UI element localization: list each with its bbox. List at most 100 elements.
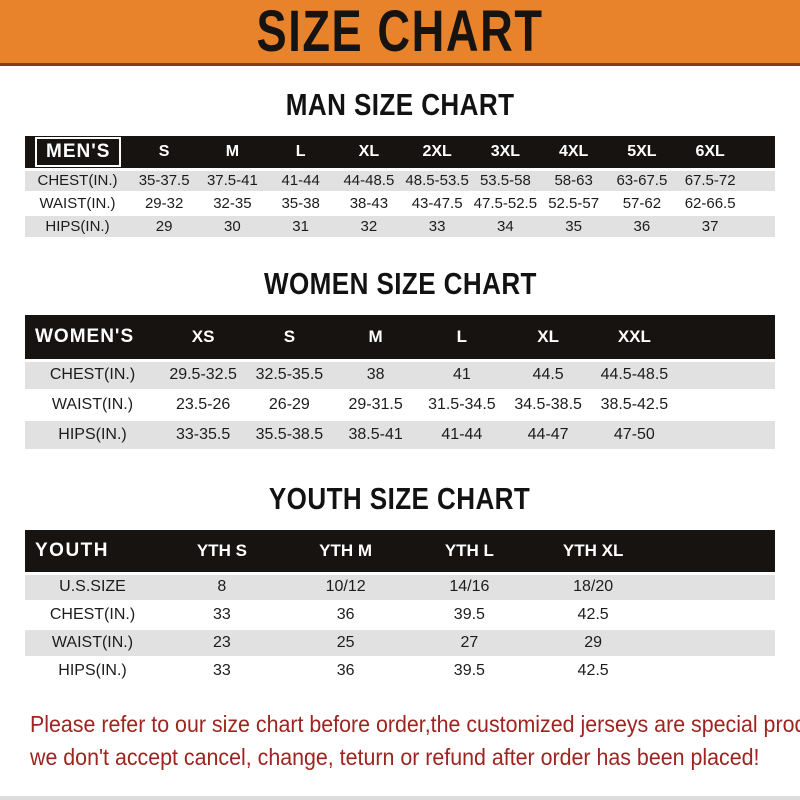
section-heading-women: WOMEN SIZE CHART xyxy=(0,266,800,302)
youth-size-table: YOUTH YTH S YTH M YTH L YTH XL U.S.SIZE … xyxy=(25,530,775,686)
mens-header-row: MEN'S S M L XL 2XL 3XL 4XL 5XL 6XL xyxy=(25,136,775,169)
row-label: HIPS(IN.) xyxy=(25,215,130,239)
page-title: SIZE CHART xyxy=(256,0,544,64)
size-cell: 58-63 xyxy=(539,167,608,193)
youth-table-label-text: YOUTH xyxy=(35,539,109,561)
size-cell: 52.5-57 xyxy=(539,192,608,216)
size-cell: 41-44 xyxy=(418,420,505,451)
size-cell: 34.5-38.5 xyxy=(505,390,592,421)
size-cell: 14/16 xyxy=(407,571,532,602)
size-cell: 57-62 xyxy=(607,192,676,216)
column-header: 5XL xyxy=(607,136,676,169)
order-note: Please refer to our size chart before or… xyxy=(30,708,800,773)
column-header: YTH M xyxy=(283,530,408,573)
size-cell: 29-31.5 xyxy=(332,390,419,421)
row-label: CHEST(IN.) xyxy=(25,601,160,630)
bottom-edge-strip xyxy=(0,796,800,800)
row-label: CHEST(IN.) xyxy=(25,358,160,391)
youth-header-row: YOUTH YTH S YTH M YTH L YTH XL xyxy=(25,530,775,573)
size-cell: 35.5-38.5 xyxy=(246,420,333,451)
column-header: YTH XL xyxy=(531,530,655,573)
size-cell: 38.5-42.5 xyxy=(591,390,678,421)
cell-filler xyxy=(744,215,775,239)
mens-table-label-text: MEN'S xyxy=(35,136,122,167)
size-cell: 31.5-34.5 xyxy=(418,390,505,421)
table-row: U.S.SIZE 8 10/12 14/16 18/20 xyxy=(25,571,775,602)
size-cell: 29.5-32.5 xyxy=(160,358,247,391)
size-cell: 18/20 xyxy=(531,571,655,602)
size-cell: 44.5-48.5 xyxy=(591,358,678,391)
size-cell: 35 xyxy=(539,215,608,239)
size-cell: 67.5-72 xyxy=(676,167,745,193)
size-cell: 32.5-35.5 xyxy=(246,358,333,391)
size-cell: 27 xyxy=(407,629,532,658)
size-cell: 42.5 xyxy=(531,601,655,630)
header-filler xyxy=(655,530,775,573)
size-cell: 41 xyxy=(418,358,505,391)
size-cell: 37 xyxy=(676,215,745,239)
womens-header-row: WOMEN'S XS S M L XL XXL xyxy=(25,315,775,360)
column-header: M xyxy=(198,136,267,169)
size-cell: 42.5 xyxy=(531,657,655,686)
cell-filler xyxy=(677,390,775,421)
youth-table-label: YOUTH xyxy=(25,530,160,573)
section-heading-man-text: MAN SIZE CHART xyxy=(285,87,515,122)
size-cell: 33 xyxy=(160,657,284,686)
size-cell: 38.5-41 xyxy=(332,420,419,451)
size-cell: 47.5-52.5 xyxy=(471,192,540,216)
size-cell: 37.5-41 xyxy=(198,167,267,193)
size-cell: 8 xyxy=(160,571,284,602)
header-filler xyxy=(677,315,775,360)
table-row: HIPS(IN.) 29 30 31 32 33 34 35 36 37 xyxy=(25,215,775,239)
size-cell: 23.5-26 xyxy=(160,390,247,421)
table-row: HIPS(IN.) 33-35.5 35.5-38.5 38.5-41 41-4… xyxy=(25,420,775,451)
size-cell: 32 xyxy=(334,215,403,239)
column-header: 6XL xyxy=(676,136,745,169)
section-heading-man: MAN SIZE CHART xyxy=(0,87,800,123)
column-header: YTH S xyxy=(160,530,284,573)
banner: SIZE CHART xyxy=(0,0,800,66)
column-header: S xyxy=(246,315,333,360)
column-header: XL xyxy=(505,315,592,360)
size-cell: 38 xyxy=(332,358,419,391)
size-cell: 33 xyxy=(160,601,284,630)
size-cell: 29 xyxy=(130,215,199,239)
size-cell: 34 xyxy=(471,215,540,239)
column-header: 3XL xyxy=(471,136,540,169)
womens-size-table: WOMEN'S XS S M L XL XXL CHEST(IN.) 29.5-… xyxy=(25,315,775,451)
order-note-line-1: Please refer to our size chart before or… xyxy=(30,711,800,737)
column-header: XS xyxy=(160,315,247,360)
mens-table-label: MEN'S xyxy=(25,136,130,169)
row-label: HIPS(IN.) xyxy=(25,420,160,451)
size-cell: 44-47 xyxy=(505,420,592,451)
column-header: XXL xyxy=(591,315,678,360)
column-header: YTH L xyxy=(407,530,532,573)
size-cell: 44-48.5 xyxy=(334,167,403,193)
size-cell: 39.5 xyxy=(407,657,532,686)
size-cell: 62-66.5 xyxy=(676,192,745,216)
table-row: WAIST(IN.) 23 25 27 29 xyxy=(25,629,775,658)
size-cell: 36 xyxy=(607,215,676,239)
row-label: U.S.SIZE xyxy=(25,571,160,602)
womens-table-label: WOMEN'S xyxy=(25,315,160,360)
column-header: L xyxy=(418,315,505,360)
size-cell: 63-67.5 xyxy=(607,167,676,193)
row-label: CHEST(IN.) xyxy=(25,167,130,193)
cell-filler xyxy=(655,571,775,602)
cell-filler xyxy=(744,192,775,216)
size-cell: 26-29 xyxy=(246,390,333,421)
section-heading-youth: YOUTH SIZE CHART xyxy=(0,481,800,517)
size-cell: 43-47.5 xyxy=(403,192,472,216)
size-cell: 47-50 xyxy=(591,420,678,451)
row-label: WAIST(IN.) xyxy=(25,192,130,216)
column-header: 4XL xyxy=(539,136,608,169)
column-header: XL xyxy=(334,136,403,169)
cell-filler xyxy=(655,657,775,686)
size-cell: 36 xyxy=(283,657,408,686)
row-label: WAIST(IN.) xyxy=(25,629,160,658)
size-cell: 30 xyxy=(198,215,267,239)
section-heading-youth-text: YOUTH SIZE CHART xyxy=(269,481,531,516)
size-cell: 35-37.5 xyxy=(130,167,199,193)
size-cell: 35-38 xyxy=(266,192,335,216)
size-cell: 23 xyxy=(160,629,284,658)
